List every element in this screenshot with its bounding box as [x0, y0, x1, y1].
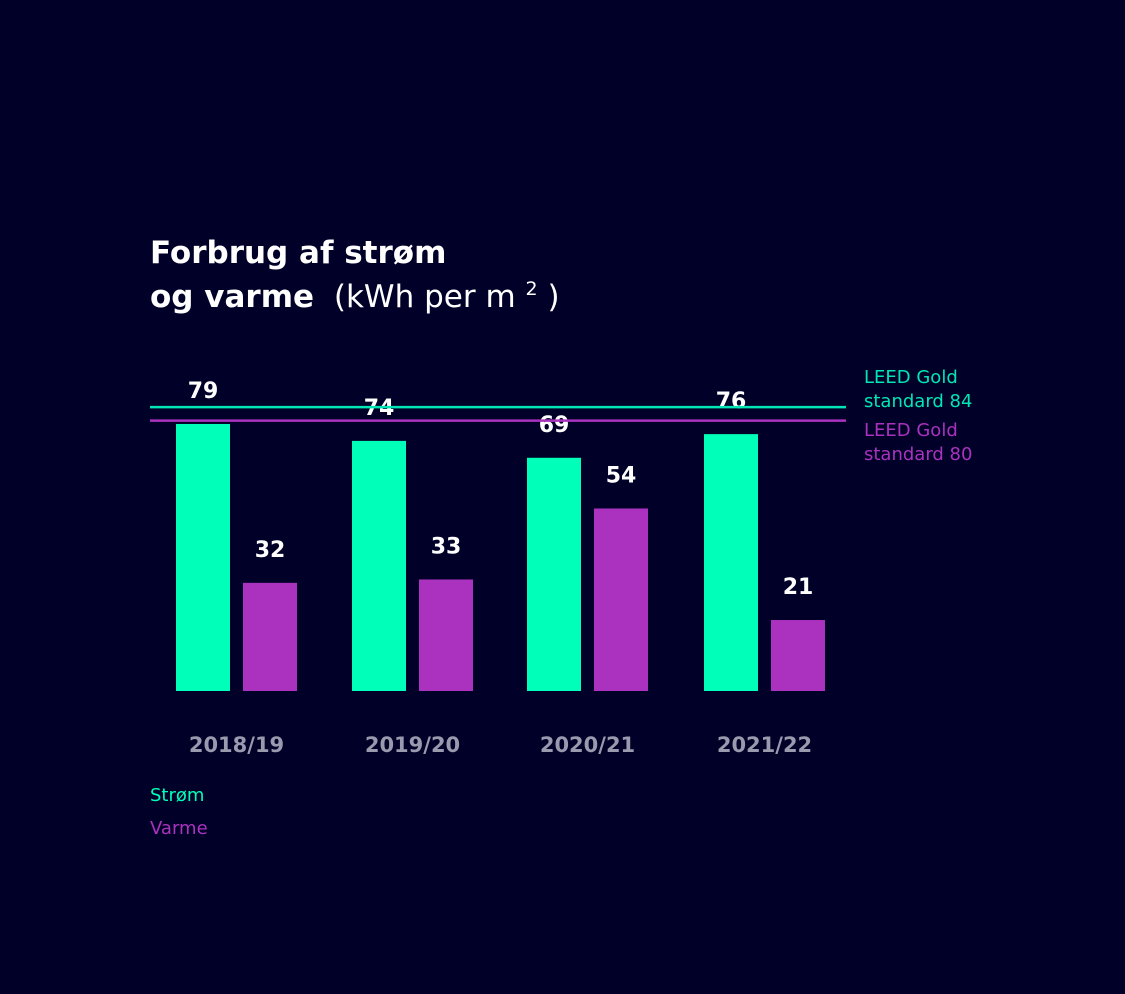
bar-strøm-2019-20	[352, 440, 406, 691]
bar-strøm-2020-21	[527, 457, 581, 691]
chart-title-line2: og varme (kWh per m 2 )	[150, 267, 560, 315]
bar-varme-2019-20	[419, 579, 473, 691]
value-label-varme-2021-22: 21	[783, 575, 814, 600]
reference-label-84-line1: LEED Gold	[864, 367, 958, 388]
value-label-strøm-2021-22: 76	[716, 389, 747, 414]
chart-title-unit-sup: 2	[526, 278, 538, 300]
bar-varme-2018-19	[243, 582, 297, 691]
x-tick-label-2019-20: 2019/20	[365, 733, 460, 757]
bar-varme-2020-21	[594, 508, 648, 691]
bar-varme-2021-22	[771, 620, 825, 691]
bar-strøm-2018-19	[176, 423, 230, 691]
value-label-strøm-2020-21: 69	[539, 413, 570, 438]
x-tick-label-2018-19: 2018/19	[189, 733, 284, 757]
value-label-strøm-2019-20: 74	[364, 396, 395, 421]
x-tick-label-2020-21: 2020/21	[540, 733, 635, 757]
x-tick-label-2021-22: 2021/22	[717, 733, 812, 757]
reference-label-84-line2: standard 84	[864, 391, 972, 412]
value-label-varme-2020-21: 54	[606, 463, 637, 488]
legend-entry-varme: Varme	[150, 818, 208, 839]
value-label-varme-2019-20: 33	[431, 534, 462, 559]
reference-label-80-line1: LEED Gold	[864, 420, 958, 441]
value-label-varme-2018-19: 32	[255, 538, 286, 563]
chart-title-bold-part: og varme	[150, 279, 314, 315]
value-label-strøm-2018-19: 79	[188, 379, 219, 404]
bar-strøm-2021-22	[704, 434, 758, 691]
chart-title-line1: Forbrug af strøm	[150, 235, 446, 271]
reference-label-80-line2: standard 80	[864, 444, 972, 465]
legend-entry-strøm: Strøm	[150, 785, 204, 806]
chart-title-unit-prefix: (kWh per m	[334, 279, 516, 315]
plot-area: 79 32 2018/19 74 33 2019/20 69 54 2020/21 76 21 202…	[150, 367, 972, 839]
chart-title-unit-suffix: )	[547, 279, 559, 315]
